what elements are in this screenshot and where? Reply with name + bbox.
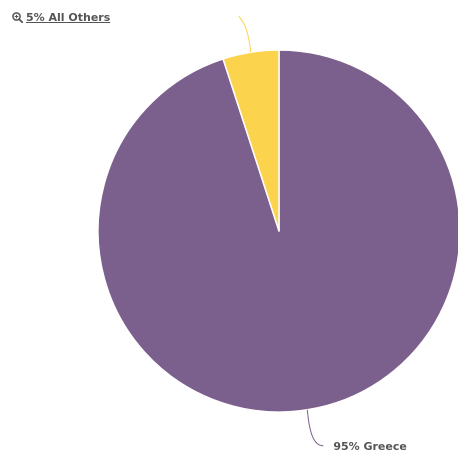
- leader-line-greece: [306, 409, 324, 447]
- all-others-link-label: 5% All Others: [26, 11, 111, 24]
- pie-slice-all-others[interactable]: [222, 49, 280, 232]
- all-others-link[interactable]: 5% All Others: [12, 11, 110, 24]
- slice-label-greece: 95% Greece: [333, 440, 407, 453]
- leader-line-all-others: [238, 15, 252, 53]
- zoom-in-icon: [12, 12, 23, 23]
- pie-slice-greece[interactable]: [97, 49, 458, 413]
